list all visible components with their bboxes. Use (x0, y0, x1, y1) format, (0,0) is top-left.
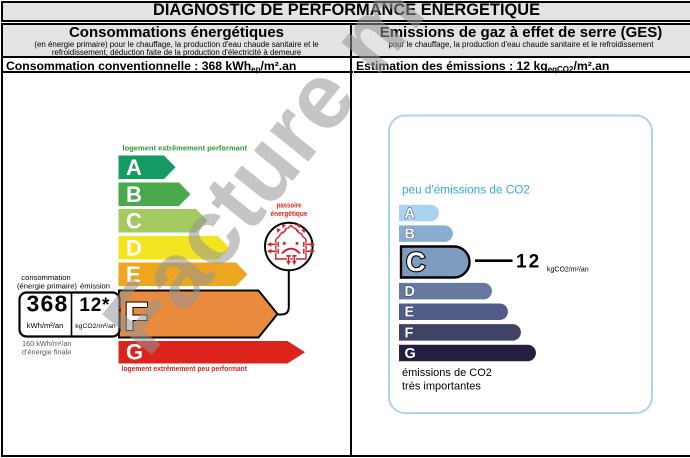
svg-text:D: D (126, 236, 142, 261)
svg-text:C: C (406, 247, 426, 277)
svg-text:énergétique: énergétique (271, 211, 308, 218)
svg-text:kWh/m²/an: kWh/m²/an (27, 321, 64, 330)
svg-text:logement extrêmement peu perfo: logement extrêmement peu performant (122, 364, 248, 373)
svg-text:logement extrêmement performan: logement extrêmement performant (123, 144, 248, 153)
svg-text:(énergie primaire): (énergie primaire) (17, 282, 77, 291)
svg-text:F: F (405, 325, 414, 341)
svg-text:kgCO2/m²/an: kgCO2/m²/an (75, 323, 116, 330)
svg-text:d'énergie finale: d'énergie finale (22, 348, 71, 357)
svg-text:G: G (126, 340, 143, 365)
svg-text:émission: émission (80, 282, 110, 291)
svg-text:D: D (405, 284, 415, 300)
svg-text:peu d'émissions de CO2: peu d'émissions de CO2 (402, 185, 530, 197)
svg-text:12*: 12* (79, 295, 110, 316)
svg-text:E: E (126, 262, 141, 287)
svg-text:A: A (405, 206, 416, 222)
svg-text:émissions de CO2: émissions de CO2 (402, 367, 492, 379)
svg-text:très importantes: très importantes (402, 381, 481, 393)
svg-text:B: B (126, 182, 142, 207)
svg-text:B: B (405, 227, 415, 243)
svg-text:E: E (405, 305, 415, 321)
svg-text:consommation: consommation (21, 273, 70, 282)
svg-text:160 kWh/m²/an: 160 kWh/m²/an (22, 339, 71, 348)
svg-text:G: G (405, 346, 416, 362)
svg-text:kgCO2/m²/an: kgCO2/m²/an (547, 267, 589, 274)
svg-text:12: 12 (516, 252, 541, 273)
svg-text:F: F (124, 295, 148, 339)
svg-text:C: C (126, 209, 142, 234)
svg-text:368: 368 (27, 291, 69, 317)
svg-text:passoire: passoire (277, 203, 302, 210)
svg-text:A: A (126, 155, 142, 180)
